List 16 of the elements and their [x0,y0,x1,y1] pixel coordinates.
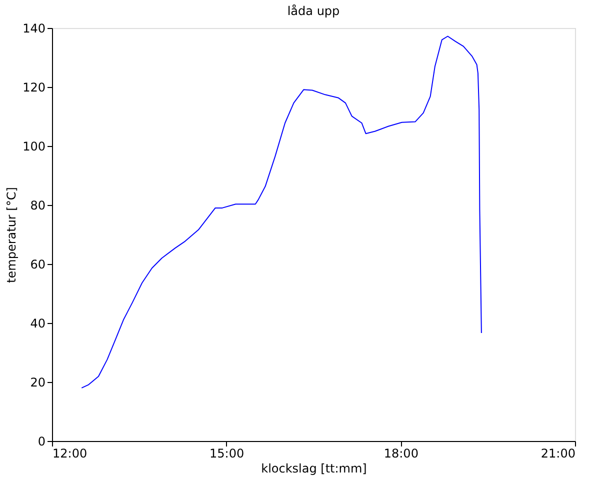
y-tick-label: 60 [30,258,46,272]
x-axis-title: klockslag [tt:mm] [261,462,367,476]
x-tick-label: 21:00 [540,446,576,460]
x-tick-label: 12:00 [52,446,88,460]
x-tick-label: 18:00 [384,446,418,460]
y-tick-label: 40 [30,316,46,330]
y-tick-label: 0 [38,434,46,448]
chart-title: låda upp [287,4,340,18]
y-tick-label: 100 [22,140,46,154]
line-series [81,36,482,388]
y-axis-title: temperatur [°C] [4,187,19,283]
y-tick-label: 20 [30,376,46,390]
x-tick-label: 15:00 [210,446,244,460]
y-tick-label: 120 [22,80,46,94]
y-tick-label: 140 [22,22,46,36]
y-tick-label: 80 [30,198,46,212]
